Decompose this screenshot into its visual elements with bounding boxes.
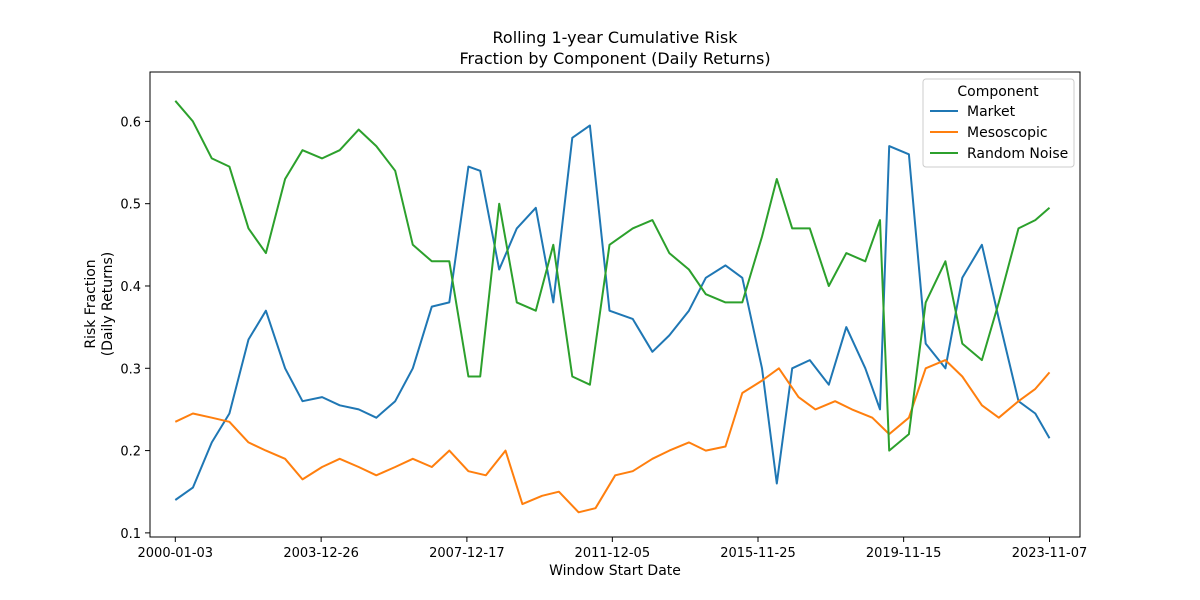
legend-label-random-noise: Random Noise bbox=[967, 146, 1068, 162]
y-tick-label: 0.4 bbox=[120, 280, 141, 295]
y-tick-label: 0.5 bbox=[120, 198, 141, 213]
y-tick-label: 0.3 bbox=[120, 362, 141, 377]
x-tick-label: 2003-12-26 bbox=[283, 546, 359, 561]
y-axis-label-line2: (Daily Returns) bbox=[100, 252, 116, 357]
legend-label-market: Market bbox=[967, 104, 1016, 120]
series-line-random-noise bbox=[174, 100, 1051, 452]
y-tick-label: 0.2 bbox=[120, 445, 141, 460]
y-axis: 0.1 0.2 0.3 0.4 0.5 0.6 bbox=[120, 115, 150, 542]
legend-title: Component bbox=[957, 84, 1039, 100]
x-tick-label: 2000-01-03 bbox=[138, 546, 214, 561]
plot-frame bbox=[149, 71, 1081, 538]
legend-box bbox=[922, 78, 1075, 168]
series-lines bbox=[174, 100, 1051, 514]
x-tick-label: 2023-11-07 bbox=[1012, 546, 1088, 561]
y-axis-label: Risk Fraction (Daily Returns) bbox=[83, 252, 116, 357]
y-tick-label: 0.6 bbox=[120, 115, 141, 130]
legend-label-mesoscopic: Mesoscopic bbox=[967, 125, 1048, 141]
y-tick-label: 0.1 bbox=[120, 527, 141, 542]
x-tick-label: 2011-12-05 bbox=[575, 546, 651, 561]
chart-title-line1: Rolling 1-year Cumulative Risk bbox=[493, 28, 739, 47]
series-line-mesoscopic bbox=[174, 359, 1051, 514]
x-tick-label: 2007-12-17 bbox=[429, 546, 505, 561]
x-tick-label: 2019-11-15 bbox=[866, 546, 942, 561]
series-line-market bbox=[174, 124, 1051, 501]
y-axis-label-line1: Risk Fraction bbox=[83, 259, 99, 348]
x-tick-label: 2015-11-25 bbox=[720, 546, 796, 561]
x-axis: 2000-01-03 2003-12-26 2007-12-17 2011-12-05… bbox=[138, 537, 1088, 561]
x-axis-label: Window Start Date bbox=[549, 563, 681, 579]
legend: Component Market Mesoscopic Random Noise bbox=[922, 78, 1075, 168]
chart-title-line2: Fraction by Component (Daily Returns) bbox=[459, 49, 770, 68]
